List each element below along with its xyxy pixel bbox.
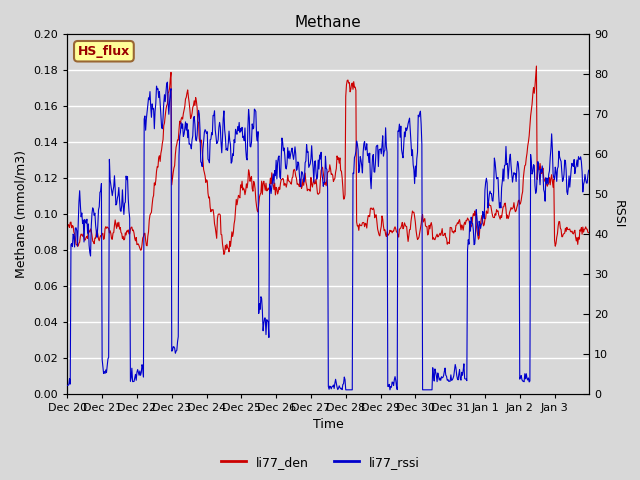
Y-axis label: RSSI: RSSI (612, 200, 625, 228)
Y-axis label: Methane (mmol/m3): Methane (mmol/m3) (15, 150, 28, 278)
Legend: li77_den, li77_rssi: li77_den, li77_rssi (216, 451, 424, 474)
X-axis label: Time: Time (313, 419, 344, 432)
Title: Methane: Methane (295, 15, 362, 30)
Text: HS_flux: HS_flux (78, 45, 130, 58)
